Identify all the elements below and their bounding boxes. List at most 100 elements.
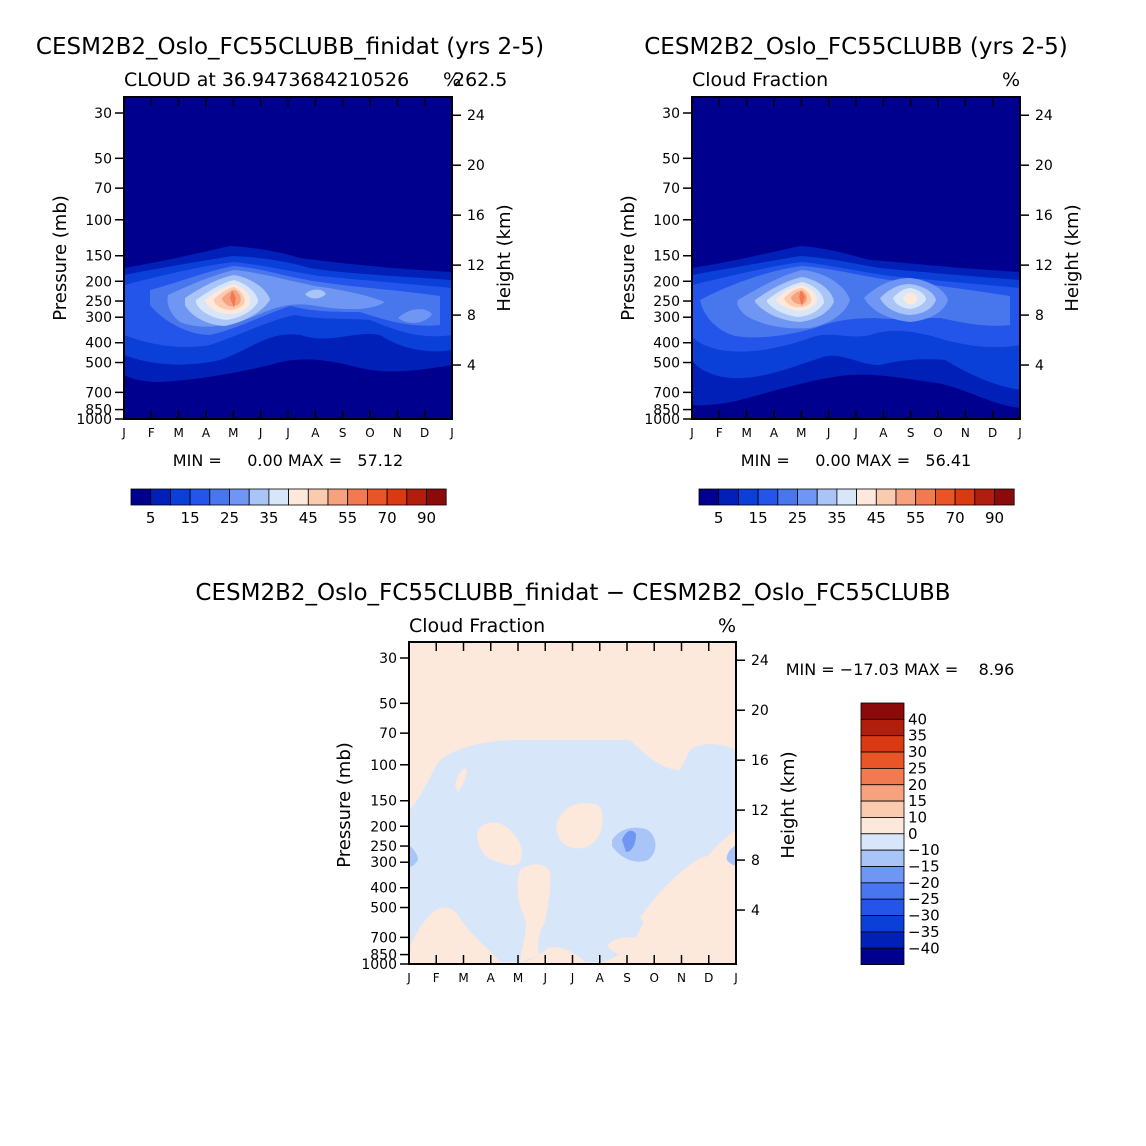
month-tick-label: J bbox=[258, 426, 263, 440]
pressure-tick-label: 30 bbox=[94, 106, 112, 122]
pressure-tick-label: 1000 bbox=[76, 412, 112, 428]
panel-1-band-12 bbox=[305, 289, 326, 299]
month-tick-label: J bbox=[570, 971, 575, 985]
pressure-tick-label: 500 bbox=[370, 901, 397, 917]
pressure-tick-label: 400 bbox=[370, 881, 397, 897]
panel-3-band-neg-5 bbox=[622, 830, 636, 852]
pressure-tick-label: 70 bbox=[662, 181, 680, 197]
month-tick-label: S bbox=[623, 971, 631, 985]
height-tick-label: 24 bbox=[467, 108, 485, 124]
panel-3-band-pos-7 bbox=[608, 937, 649, 958]
month-tick-label: A bbox=[311, 426, 320, 440]
colorbar-label: 15 bbox=[181, 509, 200, 527]
height-tick-label: 4 bbox=[467, 358, 476, 374]
panel-2-minmax: MIN = 0.00 MAX = 56.41 bbox=[741, 451, 971, 470]
panel-3-ylabel: Pressure (mb) bbox=[334, 742, 355, 868]
panel-3-band-pos-6 bbox=[640, 856, 715, 928]
colorbar-label: 70 bbox=[378, 509, 397, 527]
pressure-tick-label: 70 bbox=[94, 181, 112, 197]
month-tick-label: J bbox=[826, 426, 831, 440]
month-tick-label: M bbox=[796, 426, 806, 440]
colorbar-label: 15 bbox=[908, 792, 927, 810]
month-tick-label: D bbox=[420, 426, 429, 440]
pressure-tick-label: 50 bbox=[379, 696, 397, 712]
height-tick-label: 8 bbox=[467, 308, 476, 324]
colorbar-label: −20 bbox=[908, 874, 940, 892]
height-tick-label: 16 bbox=[467, 208, 485, 224]
colorbar-swatch bbox=[797, 488, 818, 506]
pressure-tick-label: 100 bbox=[653, 213, 680, 229]
colorbar-label: 45 bbox=[299, 509, 318, 527]
colorbar-swatch bbox=[860, 768, 905, 786]
colorbar-swatch bbox=[169, 488, 191, 506]
pressure-tick-label: 30 bbox=[662, 106, 680, 122]
month-tick-label: O bbox=[650, 971, 659, 985]
colorbar-swatch bbox=[860, 849, 905, 867]
colorbar-swatch bbox=[307, 488, 329, 506]
month-tick-label: J bbox=[542, 971, 547, 985]
colorbar-label: 25 bbox=[908, 759, 927, 777]
pressure-tick-label: 70 bbox=[379, 726, 397, 742]
panel-3-minmax: MIN = −17.03 MAX = 8.96 bbox=[786, 660, 1015, 679]
month-tick-label: F bbox=[148, 426, 155, 440]
height-tick-label: 4 bbox=[1035, 358, 1044, 374]
height-tick-label: 20 bbox=[467, 158, 485, 174]
height-tick-label: 8 bbox=[751, 853, 760, 869]
panel-1-ylabel: Pressure (mb) bbox=[50, 195, 71, 321]
month-tick-label: A bbox=[879, 426, 888, 440]
month-tick-label: D bbox=[988, 426, 997, 440]
colorbar-label: 5 bbox=[714, 509, 724, 527]
panel-3-contours bbox=[409, 642, 736, 964]
pressure-tick-label: 100 bbox=[370, 758, 397, 774]
panel-2-ylabel: Pressure (mb) bbox=[618, 195, 639, 321]
panel-3-band-pos-3 bbox=[477, 822, 522, 866]
colorbar-swatch bbox=[366, 488, 388, 506]
colorbar-label: 45 bbox=[867, 509, 886, 527]
colorbar-swatch bbox=[860, 784, 905, 802]
colorbar-label: −35 bbox=[908, 923, 940, 941]
colorbar-swatch bbox=[836, 488, 858, 506]
colorbar-swatch bbox=[698, 488, 720, 506]
panel-3-band-pos-5 bbox=[517, 864, 551, 962]
height-tick-label: 16 bbox=[751, 753, 769, 769]
panel-2-band-11 bbox=[903, 292, 917, 305]
panel-3: CESM2B2_Oslo_FC55CLUBB_finidat − CESM2B2… bbox=[195, 580, 1014, 985]
height-tick-label: 12 bbox=[1035, 258, 1053, 274]
panel-2-subtitle: Cloud Fraction bbox=[692, 69, 828, 91]
colorbar-swatch bbox=[860, 751, 905, 769]
colorbar-swatch bbox=[860, 817, 905, 835]
month-tick-label: J bbox=[285, 426, 290, 440]
panel-3-subtitle: Cloud Fraction bbox=[409, 615, 545, 637]
month-tick-label: J bbox=[449, 426, 454, 440]
colorbar-swatch bbox=[974, 488, 995, 506]
height-tick-label: 16 bbox=[1035, 208, 1053, 224]
colorbar-swatch bbox=[426, 488, 447, 506]
colorbar-swatch bbox=[386, 488, 408, 506]
month-tick-label: N bbox=[393, 426, 402, 440]
colorbar-swatch bbox=[209, 488, 230, 506]
month-tick-label: A bbox=[487, 971, 496, 985]
panel-2-contours bbox=[692, 97, 1020, 419]
colorbar-swatch bbox=[860, 866, 905, 884]
pressure-tick-label: 100 bbox=[85, 213, 112, 229]
pressure-tick-label: 200 bbox=[370, 819, 397, 835]
colorbar-swatch bbox=[229, 488, 250, 506]
pressure-tick-label: 850 bbox=[370, 948, 397, 964]
colorbar-swatch bbox=[860, 833, 905, 851]
pressure-tick-label: 400 bbox=[85, 336, 112, 352]
month-tick-label: M bbox=[741, 426, 751, 440]
panel-3-band-pos-2 bbox=[455, 768, 467, 792]
colorbar-label: −30 bbox=[908, 907, 940, 925]
colorbar-swatch bbox=[915, 488, 936, 506]
panel-1-colorbar: 5 15 25 35 45 55 70 90 bbox=[130, 488, 447, 527]
colorbar-swatch bbox=[860, 947, 905, 966]
colorbar-swatch bbox=[860, 718, 905, 737]
panel-2-colorbar: 5 15 25 35 45 55 70 90 bbox=[698, 488, 1015, 527]
pressure-tick-label: 850 bbox=[653, 403, 680, 419]
colorbar-swatch bbox=[860, 702, 905, 720]
height-tick-label: 8 bbox=[1035, 308, 1044, 324]
month-tick-label: S bbox=[907, 426, 915, 440]
pressure-tick-label: 1000 bbox=[644, 412, 680, 428]
